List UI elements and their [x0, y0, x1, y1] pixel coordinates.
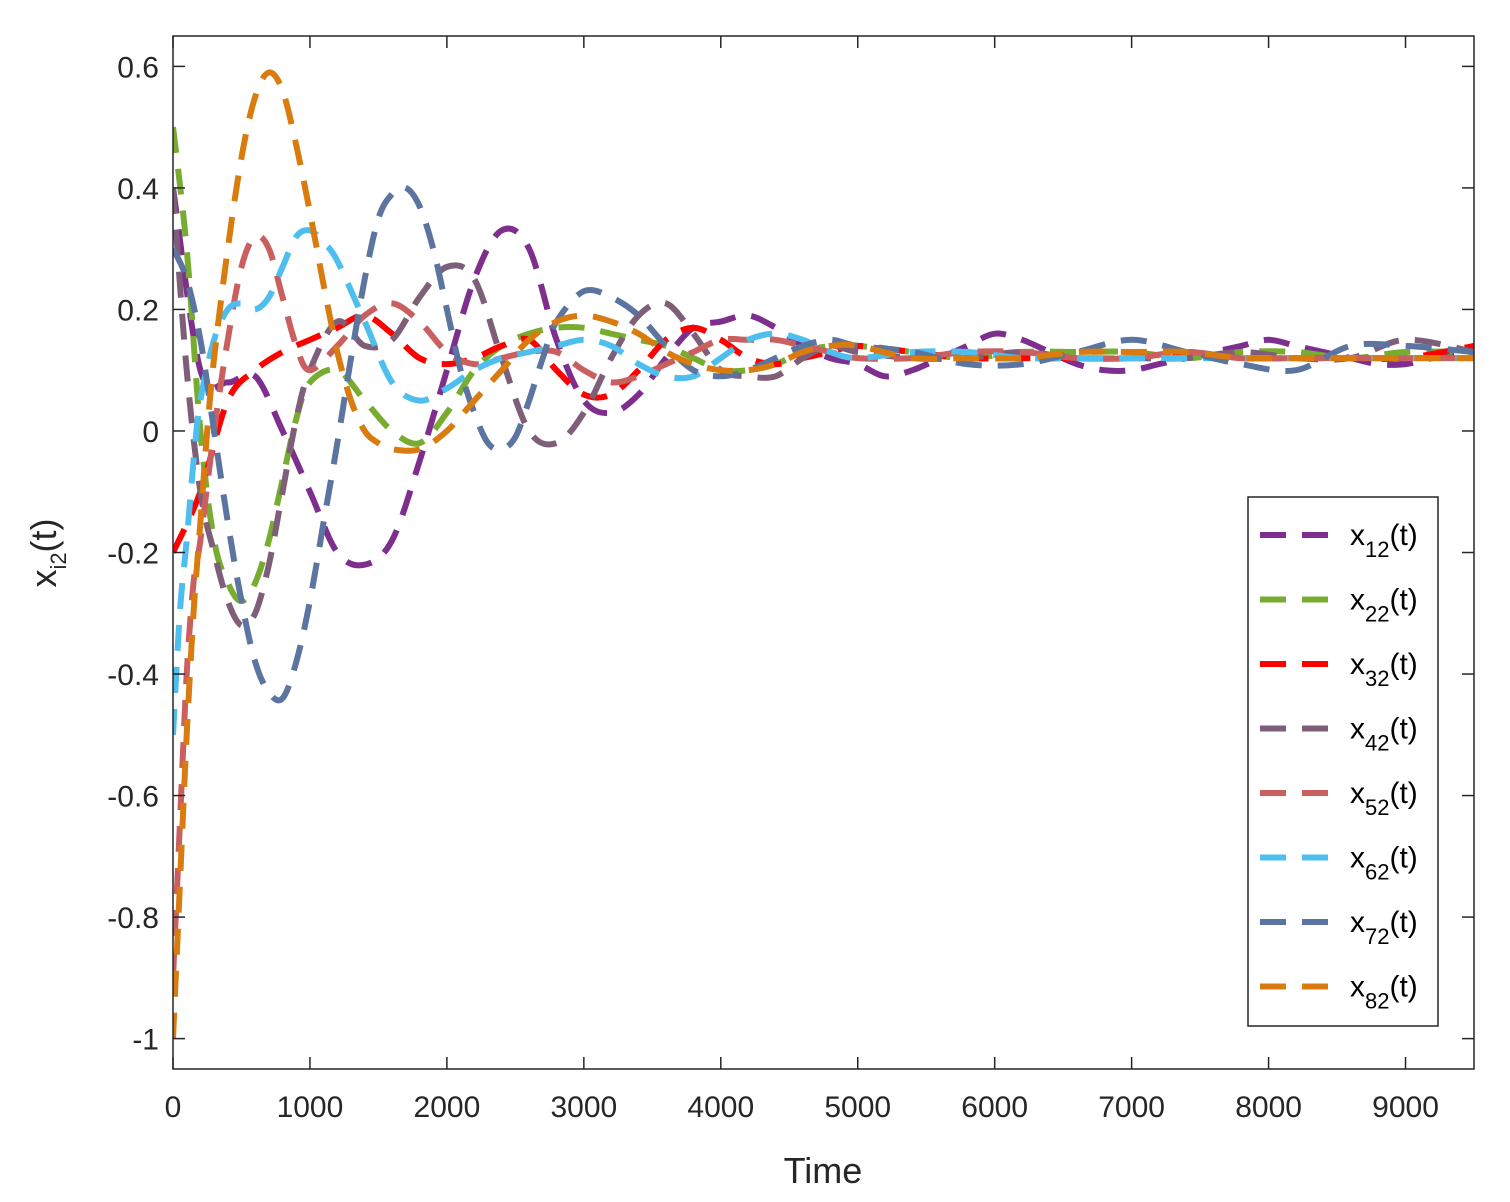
- y-tick-label: 0.4: [117, 173, 159, 206]
- y-axis-title: xi2(t): [23, 518, 71, 587]
- legend-item-42: x42(t): [1260, 713, 1418, 756]
- legend-item-32: x32(t): [1260, 648, 1418, 691]
- legend-item-82: x82(t): [1260, 971, 1418, 1014]
- tick-labels-layer: 0 1000 2000 3000 4000 5000 6000 7000 8000 9000 -1 -…: [107, 51, 1439, 1124]
- y-tick-label: -0.8: [107, 902, 159, 935]
- x-tick-label: 2000: [414, 1091, 481, 1124]
- y-axis-title-main: x: [23, 570, 64, 588]
- legend-item-52: x52(t): [1260, 777, 1418, 820]
- x-tick-label: 4000: [687, 1091, 754, 1124]
- legend-item-62: x62(t): [1260, 842, 1418, 885]
- y-tick-label: -0.2: [107, 538, 159, 571]
- x-tick-label: 0: [165, 1091, 182, 1124]
- x-axis-title: Time: [784, 1150, 863, 1191]
- y-axis-title-sub: i2: [46, 552, 71, 569]
- legend: x12(t) x22(t) x32(t) x42(t) x52(t) x62(t) x72(…: [1247, 496, 1439, 1027]
- legend-item-22: x22(t): [1260, 584, 1418, 627]
- legend-box: [1247, 496, 1439, 1027]
- x-tick-label: 6000: [961, 1091, 1028, 1124]
- series-line-42: [173, 187, 1474, 629]
- legend-label: x82(t): [1350, 971, 1418, 1014]
- legend-label: x42(t): [1350, 713, 1418, 756]
- legend-item-12: x12(t): [1260, 519, 1418, 562]
- x-tick-label: 9000: [1372, 1091, 1439, 1124]
- legend-label: x52(t): [1350, 777, 1418, 820]
- legend-items: x12(t) x22(t) x32(t) x42(t) x52(t) x62(t) x72(…: [1260, 519, 1418, 1014]
- x-tick-label: 5000: [824, 1091, 891, 1124]
- series-line-22: [173, 126, 1474, 605]
- ticks-layer: [172, 36, 1474, 1069]
- legend-label: x12(t): [1350, 519, 1418, 562]
- y-tick-label: 0.2: [117, 294, 159, 327]
- series-line-82: [173, 69, 1474, 1039]
- y-tick-label: -1: [132, 1024, 159, 1057]
- series-line-72: [173, 184, 1474, 704]
- y-tick-label: -0.4: [107, 659, 159, 692]
- legend-label: x72(t): [1350, 906, 1418, 949]
- legend-label: x62(t): [1350, 842, 1418, 885]
- legend-item-72: x72(t): [1260, 906, 1418, 949]
- x-tick-label: 8000: [1235, 1091, 1302, 1124]
- legend-label: x22(t): [1350, 584, 1418, 627]
- x-tick-label: 7000: [1098, 1091, 1165, 1124]
- y-tick-label: 0: [142, 416, 159, 449]
- y-tick-label: -0.6: [107, 781, 159, 814]
- x-tick-label: 3000: [550, 1091, 617, 1124]
- x-tick-label: 1000: [277, 1091, 344, 1124]
- legend-label: x32(t): [1350, 648, 1418, 691]
- y-tick-label: 0.6: [117, 51, 159, 84]
- y-axis-title-suffix: (t): [23, 518, 64, 552]
- series-layer: [173, 69, 1474, 1039]
